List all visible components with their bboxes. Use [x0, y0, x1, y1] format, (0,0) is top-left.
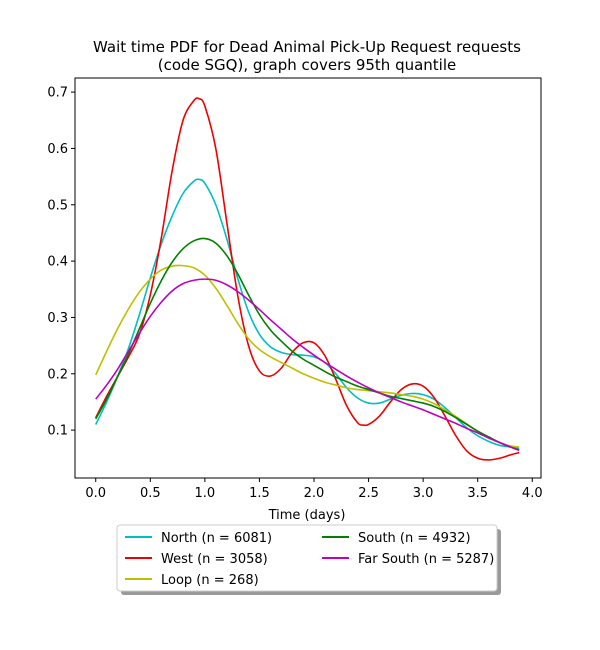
- x-tick-label: 1.0: [195, 486, 216, 501]
- legend-entries: North (n = 6081) West (n = 3058) Loop (n =…: [125, 531, 494, 588]
- legend-box: [116, 524, 498, 592]
- plot-lines: [95, 97, 520, 461]
- x-tick-label: 2.5: [358, 486, 379, 501]
- legend-label-north: North (n = 6081): [161, 531, 272, 546]
- chart-title-line-2: (code SGQ), graph covers 95th quantile: [158, 56, 457, 74]
- legend: North (n = 6081) West (n = 3058) Loop (n =…: [116, 524, 501, 595]
- y-tick-label: 0.7: [47, 86, 68, 101]
- x-tick-label: 0.5: [140, 486, 161, 501]
- series-line-north: [95, 178, 520, 449]
- x-tick-label: 3.5: [467, 486, 488, 501]
- x-tick-label: 2.0: [304, 486, 325, 501]
- x-tick-label: 3.0: [413, 486, 434, 501]
- series-line-west: [95, 97, 520, 461]
- x-axis-label: Time (days): [268, 508, 346, 523]
- chart-title-line-1: Wait time PDF for Dead Animal Pick-Up Re…: [93, 38, 521, 56]
- series-line-far: [95, 278, 520, 452]
- x-tick-label: 0.0: [85, 486, 106, 501]
- y-tick-label: 0.1: [47, 424, 68, 439]
- y-tick-label: 0.6: [47, 142, 68, 157]
- series-line-loop: [95, 264, 520, 448]
- legend-label-far: Far South (n = 5287): [358, 552, 494, 567]
- y-tick-label: 0.3: [47, 311, 68, 326]
- y-tick-label: 0.2: [47, 367, 68, 382]
- x-tick-label: 4.0: [522, 486, 543, 501]
- x-tick-label: 1.5: [249, 486, 270, 501]
- legend-label-south: South (n = 4932): [358, 531, 471, 546]
- y-tick-label: 0.5: [47, 198, 68, 213]
- legend-label-west: West (n = 3058): [161, 552, 268, 567]
- y-tick-label: 0.4: [47, 255, 68, 270]
- plot-area-frame: [74, 77, 542, 479]
- y-axis: 0.1 0.2 0.3 0.4 0.5 0.6 0.7: [47, 86, 75, 439]
- series-line-south: [95, 237, 520, 451]
- legend-label-loop: Loop (n = 268): [161, 573, 259, 588]
- x-axis: 0.0 0.5 1.0 1.5 2.0 2.5 3.0 3.5 4.0: [85, 478, 543, 501]
